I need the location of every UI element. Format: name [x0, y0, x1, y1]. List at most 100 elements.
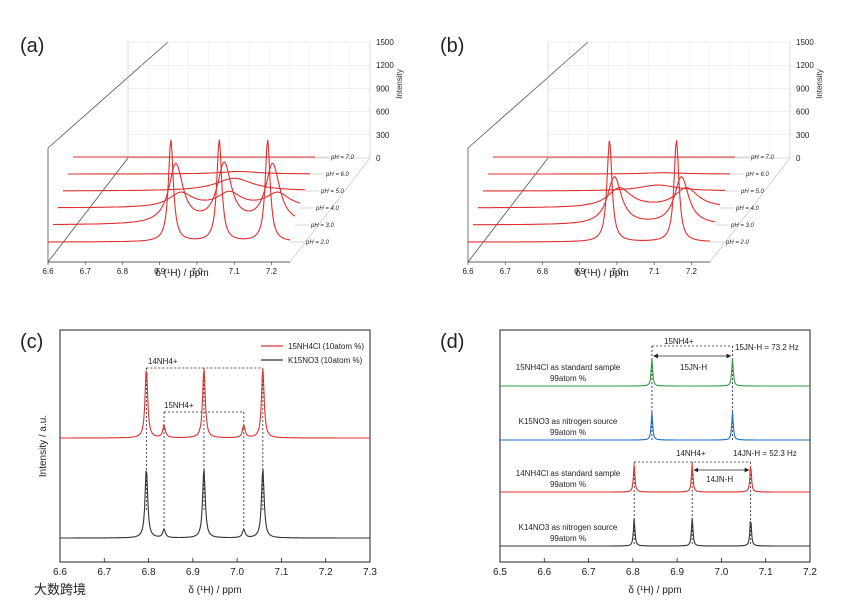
- panel-b-trace-2: [478, 187, 721, 209]
- panel-b-trace-0: [468, 140, 710, 243]
- panel-b-xtick-6: 7.2: [686, 267, 698, 276]
- panel-c-annotations: [145, 367, 264, 530]
- panel-b-ticks: 0 300 600 900 1200 1500 6.6 6.7 6.8 6.9 7.0 7.1 7.2: [462, 38, 814, 276]
- panel-b-ztick-5: 1500: [796, 38, 814, 47]
- panel-d-xtick-6: 7.1: [759, 567, 773, 578]
- legend-c-label-0: 15NH4Cl (10atom %): [288, 342, 364, 351]
- panel-c-xtick-2: 6.8: [142, 567, 156, 578]
- panel-c-xtick-7: 7.3: [363, 567, 377, 578]
- panel-d-xtick-2: 6.7: [582, 567, 596, 578]
- panel-b-xtick-2: 6.8: [537, 267, 549, 276]
- panel-b-traces: pH = 2.0 pH = 3.0 pH = 4.0 pH = 5.0 pH = 6.0…: [468, 140, 775, 246]
- panel-a-ztick-3: 900: [376, 84, 390, 93]
- panel-d-traces: [500, 357, 810, 547]
- panel-a-ztick-4: 1200: [376, 61, 394, 70]
- panel-a-series-label-2: pH = 4.0: [315, 206, 340, 212]
- panel-d-ticks: 6.5 6.6 6.7 6.8 6.9 7.0 7.1 7.2: [493, 558, 817, 578]
- panel-b-series-label-1: pH = 3.0: [730, 223, 755, 229]
- panel-a-series-label-5: pH = 7.0: [330, 155, 355, 161]
- panel-d-series-sub-3: 99atom %: [550, 534, 586, 543]
- panel-a-ztick-1: 300: [376, 131, 390, 140]
- panel-d-series-name-2: 14NH4Cl as standard sample: [516, 469, 621, 478]
- panel-d-series-sub-0: 99atom %: [550, 374, 586, 383]
- panel-b-xtick-1: 6.7: [500, 267, 512, 276]
- panel-a-ztick-0: 0: [376, 154, 381, 163]
- panel-d: (d) 6.5 6.6 6.7 6.8 6.9 7.0 7.1 7.2 15NH4+ 15JN…: [440, 329, 817, 596]
- panel-c-xtick-3: 6.9: [186, 567, 200, 578]
- panel-d-series-labels: 15NH4Cl as standard sample 99atom % K15NO3…: [516, 363, 621, 543]
- panel-d-xtick-0: 6.5: [493, 567, 507, 578]
- panel-b-xtick-5: 7.1: [649, 267, 661, 276]
- panel-d-series-name-0: 15NH4Cl as standard sample: [516, 363, 621, 372]
- panel-a-xtick-5: 7.1: [229, 267, 241, 276]
- panel-c-ticks: 6.6 6.7 6.8 6.9 7.0 7.1 7.2 7.3: [53, 558, 377, 578]
- panel-a-series-label-1: pH = 3.0: [310, 223, 335, 229]
- panel-a-series-label-4: pH = 6.0: [325, 172, 350, 178]
- c-annotation-15nh4: 15NH4+: [164, 401, 194, 410]
- panel-a-xtick-6: 7.2: [266, 267, 278, 276]
- d-annotation-14j: 14JN-H: [706, 475, 733, 484]
- panel-a-trace-4: [68, 170, 310, 175]
- panel-d-trace-0: [500, 357, 810, 387]
- panel-a-zlabel: Intensity: [395, 69, 404, 99]
- panel-a-xtick-3: 6.9: [154, 267, 166, 276]
- panel-b-trace-4: [488, 172, 730, 175]
- panel-d-trace-1: [500, 411, 810, 441]
- panel-d-series-name-1: K15NO3 as nitrogen source: [519, 417, 618, 426]
- panel-b-series-label-4: pH = 6.0: [745, 172, 770, 178]
- panel-c-frame: [59, 329, 371, 563]
- panel-b-ztick-4: 1200: [796, 61, 814, 70]
- d-annotation-15j: 15JN-H: [680, 363, 707, 372]
- panel-d-label: (d): [440, 331, 464, 353]
- panel-b-xtick-3: 6.9: [574, 267, 586, 276]
- panel-a-trace-0: [48, 139, 291, 243]
- panel-d-series-sub-1: 99atom %: [550, 428, 586, 437]
- panel-a-xtick-4: 7.0: [191, 267, 203, 276]
- panel-b: (b) pH = 2.0pH = 3.0pH = 4.0pH = 5.0pH =…: [440, 35, 824, 279]
- panel-d-series-sub-2: 99atom %: [550, 480, 586, 489]
- panel-a-traces: pH = 2.0 pH = 3.0 pH = 4.0 pH = 5.0 pH = 6.0…: [48, 139, 355, 246]
- panel-d-xtick-5: 7.0: [714, 567, 728, 578]
- panel-a-label: (a): [20, 35, 44, 57]
- panel-d-trace-2: [500, 463, 810, 493]
- panel-d-annotations: [633, 345, 752, 546]
- d-annotation-15j-value: 15JN-H = 73.2 Hz: [735, 343, 799, 352]
- panel-c-xtick-1: 6.7: [97, 567, 111, 578]
- panel-c-xtick-0: 6.6: [53, 567, 67, 578]
- panel-d-trace-3: [500, 517, 810, 547]
- panel-c: (c) 6.6 6.7 6.8 6.9 7.0 7.1 7.2 7.3 15NH4Cl (10…: [20, 329, 377, 596]
- panel-a-xlabel: δ (¹H) / ppm: [155, 268, 208, 279]
- panel-d-xlabel: δ (¹H) / ppm: [628, 585, 681, 596]
- panel-a-ztick-5: 1500: [376, 38, 394, 47]
- panel-b-xtick-0: 6.6: [462, 267, 474, 276]
- panel-b-zlabel: Intensity: [815, 69, 824, 99]
- panel-b-series-label-3: pH = 5.0: [740, 189, 765, 195]
- panel-b-xtick-4: 7.0: [611, 267, 623, 276]
- panel-b-series-label-0: pH = 2.0: [725, 240, 750, 246]
- panel-c-ylabel: Intensity / a.u.: [38, 415, 49, 477]
- d-annotation-15nh4: 15NH4+: [664, 337, 694, 346]
- panel-d-xtick-7: 7.2: [803, 567, 817, 578]
- panel-b-xlabel: δ (¹H) / ppm: [575, 268, 628, 279]
- watermark: 大数跨境: [34, 582, 86, 597]
- legend-c-label-1: K15NO3 (10atom %): [288, 356, 363, 365]
- d-annotation-14j-value: 14JN-H = 52.3 Hz: [733, 449, 797, 458]
- panel-a-series-label-3: pH = 5.0: [320, 189, 345, 195]
- panel-a-xtick-1: 6.7: [80, 267, 92, 276]
- panel-b-series-label-5: pH = 7.0: [750, 155, 775, 161]
- panel-b-floor: [467, 41, 791, 263]
- panel-a-trace-1: [53, 161, 296, 226]
- panel-a: (a) pH = 2.0pH = 3.0pH = 4.0pH = 5.0pH =…: [20, 35, 404, 279]
- d-annotation-14nh4: 14NH4+: [676, 449, 706, 458]
- panel-c-xtick-5: 7.1: [274, 567, 288, 578]
- panel-b-ztick-0: 0: [796, 154, 801, 163]
- panel-b-label: (b): [440, 35, 464, 57]
- panel-b-ztick-3: 900: [796, 84, 810, 93]
- panel-a-trace-2: [57, 190, 301, 209]
- panel-d-xtick-1: 6.6: [537, 567, 551, 578]
- panel-a-ztick-2: 600: [376, 108, 390, 117]
- panel-c-trace-1: [60, 469, 370, 539]
- panel-c-xtick-6: 7.2: [319, 567, 333, 578]
- c-annotation-14nh4: 14NH4+: [148, 357, 178, 366]
